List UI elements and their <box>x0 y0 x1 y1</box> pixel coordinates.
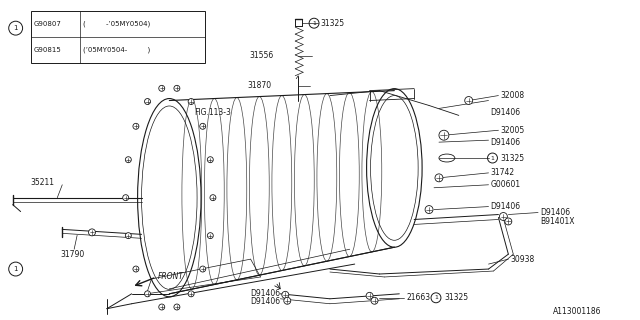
Circle shape <box>439 130 449 140</box>
Text: D91406: D91406 <box>251 289 281 298</box>
Circle shape <box>159 85 164 91</box>
Circle shape <box>371 297 378 304</box>
Text: FIG.113-3: FIG.113-3 <box>194 108 231 117</box>
Circle shape <box>282 291 289 298</box>
Text: 30938: 30938 <box>510 255 534 264</box>
Text: D91406: D91406 <box>490 202 520 211</box>
Text: G90815: G90815 <box>33 47 61 53</box>
Circle shape <box>505 218 512 225</box>
Circle shape <box>188 291 194 297</box>
Text: D91406: D91406 <box>490 108 520 117</box>
Text: (         -’05MY0504): ( -’05MY0504) <box>83 21 150 28</box>
Circle shape <box>210 195 216 201</box>
Circle shape <box>366 292 373 299</box>
Circle shape <box>200 123 205 129</box>
Circle shape <box>174 85 180 91</box>
Circle shape <box>499 212 508 220</box>
Circle shape <box>125 233 131 239</box>
Circle shape <box>284 297 291 304</box>
Circle shape <box>159 304 164 310</box>
Text: 31325: 31325 <box>500 154 525 163</box>
Circle shape <box>123 195 129 201</box>
Circle shape <box>200 266 205 272</box>
Circle shape <box>133 266 139 272</box>
Text: D91406: D91406 <box>540 208 570 217</box>
Text: G00601: G00601 <box>490 180 520 189</box>
Text: 31742: 31742 <box>490 168 515 177</box>
Text: FRONT: FRONT <box>157 272 184 282</box>
Circle shape <box>133 123 139 129</box>
Text: 1: 1 <box>13 266 18 272</box>
Bar <box>31 11 205 63</box>
Text: B91401X: B91401X <box>540 217 575 226</box>
Text: 35211: 35211 <box>31 178 54 187</box>
Circle shape <box>435 174 443 182</box>
Text: G90807: G90807 <box>33 21 61 27</box>
Text: 31325: 31325 <box>444 293 468 302</box>
Circle shape <box>465 97 473 105</box>
Circle shape <box>188 99 194 105</box>
Text: D91406: D91406 <box>251 297 281 306</box>
Circle shape <box>174 304 180 310</box>
Text: (’05MY0504-         ): (’05MY0504- ) <box>83 47 150 53</box>
Circle shape <box>145 99 150 105</box>
Circle shape <box>125 157 131 163</box>
Circle shape <box>88 229 95 236</box>
Circle shape <box>425 206 433 213</box>
Text: 31556: 31556 <box>250 52 274 60</box>
Ellipse shape <box>439 154 455 162</box>
Text: 1: 1 <box>13 25 18 31</box>
Circle shape <box>207 233 213 239</box>
Circle shape <box>145 291 150 297</box>
Text: 32008: 32008 <box>500 91 525 100</box>
Text: 1: 1 <box>312 21 316 26</box>
Text: A113001186: A113001186 <box>553 307 602 316</box>
Text: 1: 1 <box>490 156 495 161</box>
Text: 32005: 32005 <box>500 126 525 135</box>
Circle shape <box>207 157 213 163</box>
Text: 31790: 31790 <box>60 250 84 259</box>
Text: 31325: 31325 <box>320 19 344 28</box>
Text: 21663: 21663 <box>406 293 430 302</box>
Text: D91406: D91406 <box>490 138 520 147</box>
Text: 1: 1 <box>434 295 438 300</box>
Text: 31870: 31870 <box>248 81 272 90</box>
